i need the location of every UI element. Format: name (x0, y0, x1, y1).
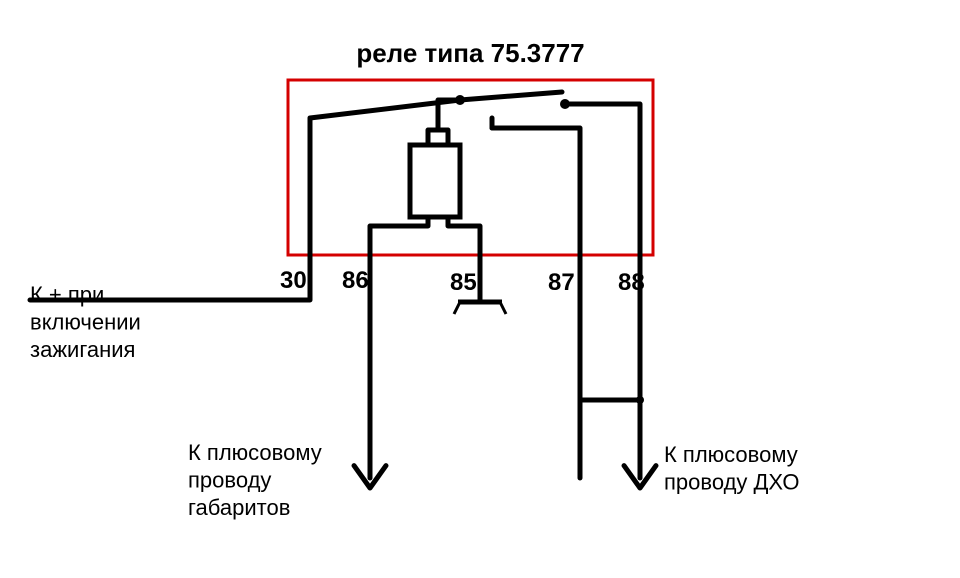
junction-87-88 (636, 396, 644, 404)
pin-label-88: 88 (618, 269, 645, 296)
pin-label-87: 87 (548, 269, 575, 296)
diagram-title: реле типа 75.3777 (356, 38, 584, 68)
pin-label-86: 86 (342, 267, 369, 294)
pin-label-30: 30 (280, 267, 307, 294)
pin-label-85: 85 (450, 269, 477, 296)
